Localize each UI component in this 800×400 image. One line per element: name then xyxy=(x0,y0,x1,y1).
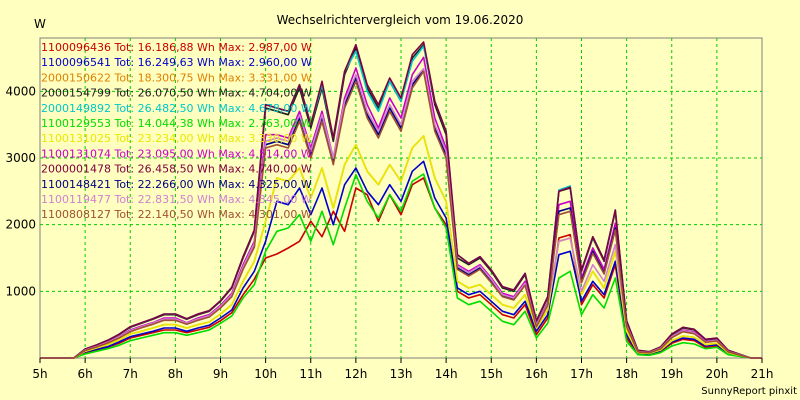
x-tick-label: 16h xyxy=(525,367,548,381)
footer-credit: SunnyReport pinxit xyxy=(701,386,797,397)
legend-entry-1100148421: 1100148421 Tot: 22.266,00 Wh Max: 4.325,… xyxy=(41,178,312,191)
y-tick-label: 1000 xyxy=(5,284,36,298)
legend-entry-1100808127: 1100808127 Tot: 22.140,50 Wh Max: 4.301,… xyxy=(41,208,312,221)
x-tick-label: 20h xyxy=(705,367,728,381)
legend-entry-1100096541: 1100096541 Tot: 16.249,63 Wh Max: 2.960,… xyxy=(41,56,312,69)
legend-entry-1100129553: 1100129553 Tot: 14.044,38 Wh Max: 2.763,… xyxy=(41,117,312,130)
x-tick-label: 14h xyxy=(435,367,458,381)
legend-entry-1100119477: 1100119477 Tot: 22.831,50 Wh Max: 4.345,… xyxy=(41,193,312,206)
y-axis-unit: W xyxy=(34,17,46,31)
x-tick-label: 21h xyxy=(751,367,774,381)
series-lines xyxy=(40,41,762,359)
legend-entry-2000150622: 2000150622 Tot: 18.300,75 Wh Max: 3.331,… xyxy=(41,71,312,84)
y-tick-label: 4000 xyxy=(5,84,36,98)
series-line-2000001478 xyxy=(40,41,762,359)
x-tick-label: 11h xyxy=(299,367,322,381)
series-line-1100808127 xyxy=(40,70,762,359)
x-tick-label: 8h xyxy=(168,367,183,381)
legend-entry-2000149892: 2000149892 Tot: 26.482,50 Wh Max: 4.678,… xyxy=(41,102,312,115)
chart-title: Wechselrichtervergleich vom 19.06.2020 xyxy=(277,13,524,27)
x-tick-label: 13h xyxy=(390,367,413,381)
axes: 5h 6h 7h 8h 9h 10h 11h 12h 13h 14h 15h 16h 17h 18h 19h… xyxy=(5,84,773,381)
series-line-1100129553 xyxy=(40,173,762,359)
legend-entry-1100131025: 1100131025 Tot: 23.234,00 Wh Max: 3.330,… xyxy=(41,132,312,145)
x-tick-label: 15h xyxy=(480,367,503,381)
x-tick-label: 19h xyxy=(660,367,683,381)
x-tick-label: 10h xyxy=(254,367,277,381)
x-tick-label: 6h xyxy=(78,367,93,381)
legend: 1100096436 Tot: 16.186,88 Wh Max: 2.987,… xyxy=(41,41,312,221)
legend-entry-1100096436: 1100096436 Tot: 16.186,88 Wh Max: 2.987,… xyxy=(41,41,312,54)
y-tick-label: 3000 xyxy=(5,151,36,165)
x-tick-label: 7h xyxy=(123,367,138,381)
x-tick-label: 9h xyxy=(213,367,228,381)
x-tick-label: 18h xyxy=(615,367,638,381)
legend-entry-2000001478: 2000001478 Tot: 26.458,50 Wh Max: 4.740,… xyxy=(41,163,312,176)
legend-entry-1100131074: 1100131074 Tot: 23.095,00 Wh Max: 4.514,… xyxy=(41,147,312,160)
x-tick-label: 12h xyxy=(344,367,367,381)
legend-entry-2000154799: 2000154799 Tot: 26.070,50 Wh Max: 4.704,… xyxy=(41,87,312,100)
x-tick-label: 17h xyxy=(570,367,593,381)
y-tick-label: 2000 xyxy=(5,218,36,232)
x-tick-label: 5h xyxy=(32,367,47,381)
